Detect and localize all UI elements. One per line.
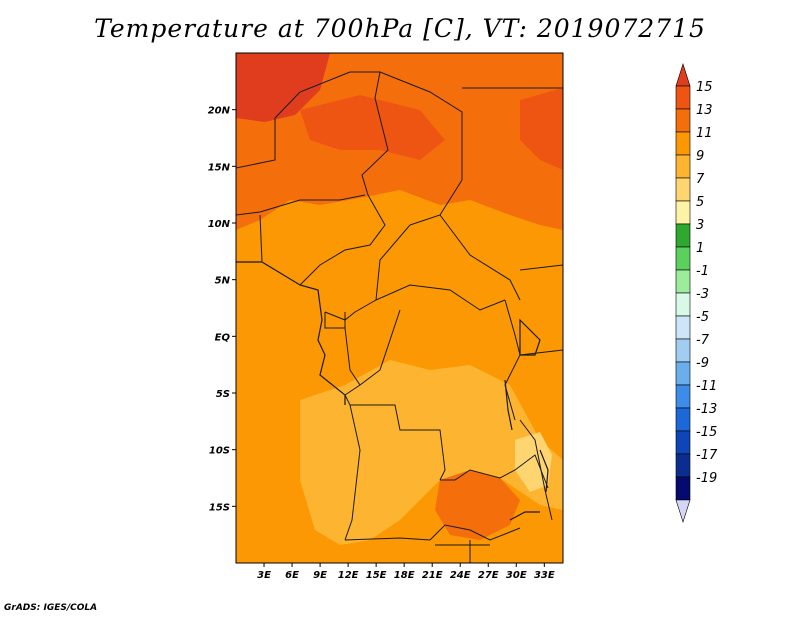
colorbar-segment <box>675 200 691 225</box>
field-band-7-9 <box>300 360 563 545</box>
colorbar-segment <box>675 338 691 363</box>
colorbar-label: -15 <box>696 425 717 440</box>
field-band-13-15-ne <box>520 88 563 170</box>
field-band-13-15-n-center <box>300 95 445 160</box>
temperature-field <box>236 53 563 563</box>
colorbar-label: 5 <box>696 195 704 210</box>
colorbar-segment <box>675 177 691 202</box>
colorbar-segment <box>675 223 691 248</box>
colorbar-segment <box>675 384 691 409</box>
lat-tick-label: 10N <box>208 219 231 230</box>
colorbar-label: 9 <box>696 149 704 164</box>
colorbar-segment <box>675 154 691 179</box>
colorbar-label: -19 <box>696 471 717 486</box>
colorbar-segment <box>675 246 691 271</box>
lat-tick-label: 10S <box>209 446 230 457</box>
colorbar-label: 1 <box>696 241 704 256</box>
coastlines-lakes <box>236 261 549 521</box>
colorbar-segment <box>675 407 691 432</box>
lon-tick-label: 27E <box>478 570 499 581</box>
colorbar-segment <box>675 85 691 110</box>
colorbar-label: 3 <box>696 218 704 233</box>
colorbar-bottom-arrow <box>675 499 691 523</box>
lon-tick-label: 18E <box>394 570 415 581</box>
lat-tick-label: EQ <box>215 332 231 343</box>
colorbar-label: -1 <box>696 264 709 279</box>
colorbar-segment <box>675 430 691 455</box>
lon-tick-label: 21E <box>422 570 443 581</box>
colorbar-label: 15 <box>696 80 713 95</box>
colorbar-segment <box>675 292 691 317</box>
lat-tick-label: 5S <box>216 389 230 400</box>
lon-tick-label: 9E <box>313 570 327 581</box>
colorbar-label: -7 <box>696 333 710 348</box>
field-band-11-13-south <box>455 490 500 522</box>
lon-tick-label: 24E <box>450 570 471 581</box>
colorbar-label: 11 <box>696 126 713 141</box>
lon-tick-label: 6E <box>285 570 299 581</box>
colorbar-label: 7 <box>696 172 705 187</box>
colorbar-label: -17 <box>696 448 718 463</box>
colorbar-segment <box>675 453 691 478</box>
grads-credit: GrADS: IGES/COLA <box>4 603 98 613</box>
colorbar: 15 13 11 9 7 5 3 1 -1 -3 -5 -7 -9 -11 -13 -15 -17 -19 <box>675 63 718 523</box>
colorbar-label: -9 <box>696 356 709 371</box>
lat-tick-label: 15N <box>208 162 231 173</box>
lat-tick-label: 20N <box>208 106 231 117</box>
field-band-13-15-nw <box>236 53 330 122</box>
lon-tick-label: 30E <box>506 570 527 581</box>
map-title: Temperature at 700hPa [C], VT: 201907271… <box>94 14 706 43</box>
colorbar-label: -13 <box>696 402 717 417</box>
map-frame <box>235 52 564 564</box>
lon-tick-label: 12E <box>338 570 359 581</box>
lon-tick-label: 33E <box>534 570 555 581</box>
lon-tick-label: 15E <box>366 570 387 581</box>
colorbar-segment <box>675 108 691 133</box>
colorbar-label: -3 <box>696 287 709 302</box>
colorbar-segment <box>675 476 691 501</box>
colorbar-label: 13 <box>696 103 713 118</box>
lon-tick-label: 3E <box>257 570 271 581</box>
colorbar-label: -11 <box>696 379 717 394</box>
colorbar-segment <box>675 131 691 156</box>
colorbar-segment <box>675 361 691 386</box>
axis-ticks: 20N 15N 10N 5N EQ 5S 10S 15S 3E 6E 9E 12E 15E 18E 21E 2… <box>208 106 555 581</box>
colorbar-segment <box>675 315 691 340</box>
lat-tick-label: 15S <box>209 502 230 513</box>
lat-tick-label: 5N <box>215 276 231 287</box>
colorbar-segment <box>675 269 691 294</box>
country-borders <box>236 71 563 563</box>
colorbar-top-arrow <box>675 63 691 87</box>
colorbar-label: -5 <box>696 310 709 325</box>
